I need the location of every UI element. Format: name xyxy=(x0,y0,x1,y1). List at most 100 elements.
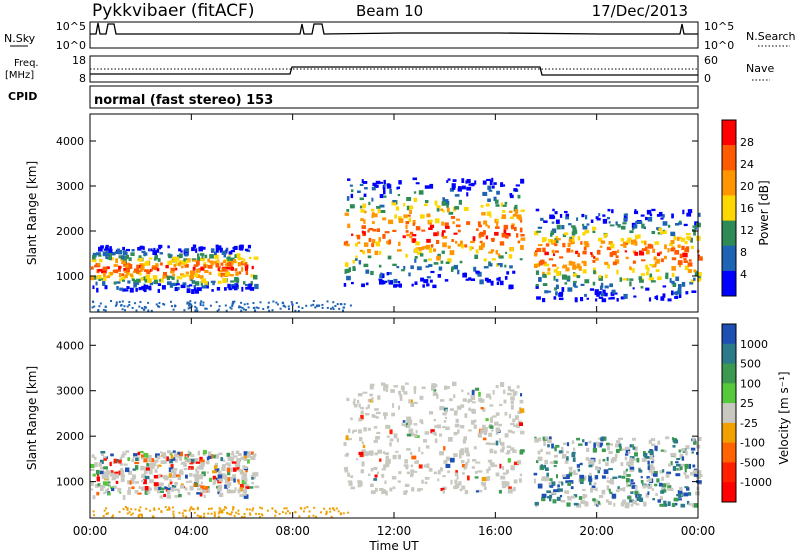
echo-cell xyxy=(155,263,159,268)
echo-cell xyxy=(469,246,472,251)
echo-cell xyxy=(452,381,457,387)
echo-cell xyxy=(246,453,251,458)
echo-cell xyxy=(441,250,445,254)
echo-cell xyxy=(683,258,687,261)
echo-cell xyxy=(690,279,695,283)
echo-cell xyxy=(654,295,657,300)
echo-cell xyxy=(328,507,331,510)
echo-cell xyxy=(103,491,106,495)
echo-cell xyxy=(217,491,220,495)
echo-cell xyxy=(99,258,103,263)
echo-cell xyxy=(380,382,386,386)
echo-cell xyxy=(186,288,191,293)
echo-cell xyxy=(336,303,339,306)
echo-cell xyxy=(237,488,241,494)
echo-cell xyxy=(510,400,514,405)
echo-cell xyxy=(686,500,690,505)
echo-cell xyxy=(475,461,481,464)
echo-cell xyxy=(537,450,541,455)
echo-cell xyxy=(411,487,415,492)
echo-cell xyxy=(109,461,112,467)
echo-cell xyxy=(599,285,603,290)
echo-cell xyxy=(625,468,628,472)
echo-cell xyxy=(376,206,381,209)
echo-cell xyxy=(598,296,604,299)
echo-cell xyxy=(241,479,247,485)
echo-cell xyxy=(154,469,157,472)
echo-cell xyxy=(196,268,201,273)
echo-cell xyxy=(487,185,492,190)
echo-cell xyxy=(657,276,662,281)
echo-cell xyxy=(561,474,567,478)
echo-cell xyxy=(621,475,626,479)
echo-cell xyxy=(225,267,231,270)
echo-cell xyxy=(510,447,515,451)
echo-cell xyxy=(369,450,374,455)
echo-cell xyxy=(533,252,538,257)
echo-cell xyxy=(203,512,206,515)
freq-label-2: [MHz] xyxy=(5,70,34,81)
echo-cell xyxy=(489,462,495,466)
power-ylabel: Slant Range [km] xyxy=(25,161,39,265)
echo-cell xyxy=(412,222,416,226)
echo-cell xyxy=(428,467,433,472)
echo-cell xyxy=(156,248,160,253)
echo-cell xyxy=(355,258,358,261)
echo-cell xyxy=(180,284,186,289)
echo-cell xyxy=(196,492,201,495)
echo-cell xyxy=(225,462,231,466)
echo-cell xyxy=(491,185,495,189)
echo-cell xyxy=(402,389,405,392)
echo-cell xyxy=(670,461,673,466)
echo-cell xyxy=(160,460,165,464)
echo-cell xyxy=(651,208,656,212)
echo-cell xyxy=(389,487,393,492)
echo-cell xyxy=(172,273,176,277)
echo-cell xyxy=(195,461,201,464)
echo-cell xyxy=(431,383,437,389)
echo-cell xyxy=(629,458,634,464)
echo-cell xyxy=(138,287,142,291)
echo-cell xyxy=(147,454,152,459)
echo-cell xyxy=(196,514,199,517)
echo-cell xyxy=(241,306,244,309)
echo-cell xyxy=(573,447,576,451)
echo-cell xyxy=(237,479,240,482)
echo-cell xyxy=(612,250,617,256)
echo-cell xyxy=(115,303,118,306)
echo-cell xyxy=(698,256,703,261)
echo-cell xyxy=(141,474,146,478)
echo-cell xyxy=(250,274,255,278)
echo-cell xyxy=(362,391,368,394)
echo-cell xyxy=(690,237,693,243)
echo-cell xyxy=(357,481,363,487)
echo-cell xyxy=(606,456,609,462)
echo-cell xyxy=(454,194,460,197)
echo-cell xyxy=(332,308,335,311)
echo-cell xyxy=(154,266,159,271)
echo-cell xyxy=(613,502,616,507)
echo-cell xyxy=(647,465,650,470)
echo-cell xyxy=(217,246,221,251)
echo-cell xyxy=(629,278,634,281)
echo-cell xyxy=(266,306,269,309)
echo-cell xyxy=(398,471,402,475)
echo-cell xyxy=(656,478,660,483)
echo-cell xyxy=(485,203,490,207)
echo-cell xyxy=(345,240,349,244)
echo-cell xyxy=(227,477,230,482)
echo-cell xyxy=(636,496,642,501)
echo-cell xyxy=(572,264,577,270)
echo-cell xyxy=(575,266,579,269)
echo-cell xyxy=(586,447,590,452)
echo-cell xyxy=(489,448,494,454)
echo-cell xyxy=(569,480,574,484)
echo-cell xyxy=(654,261,657,266)
colorbar-tick-label: 1000 xyxy=(740,338,768,351)
echo-cell xyxy=(421,386,426,389)
echo-cell xyxy=(166,456,169,462)
echo-cell xyxy=(533,472,538,476)
echo-cell xyxy=(475,387,480,391)
echo-cell xyxy=(556,238,561,241)
echo-cell xyxy=(128,304,131,306)
